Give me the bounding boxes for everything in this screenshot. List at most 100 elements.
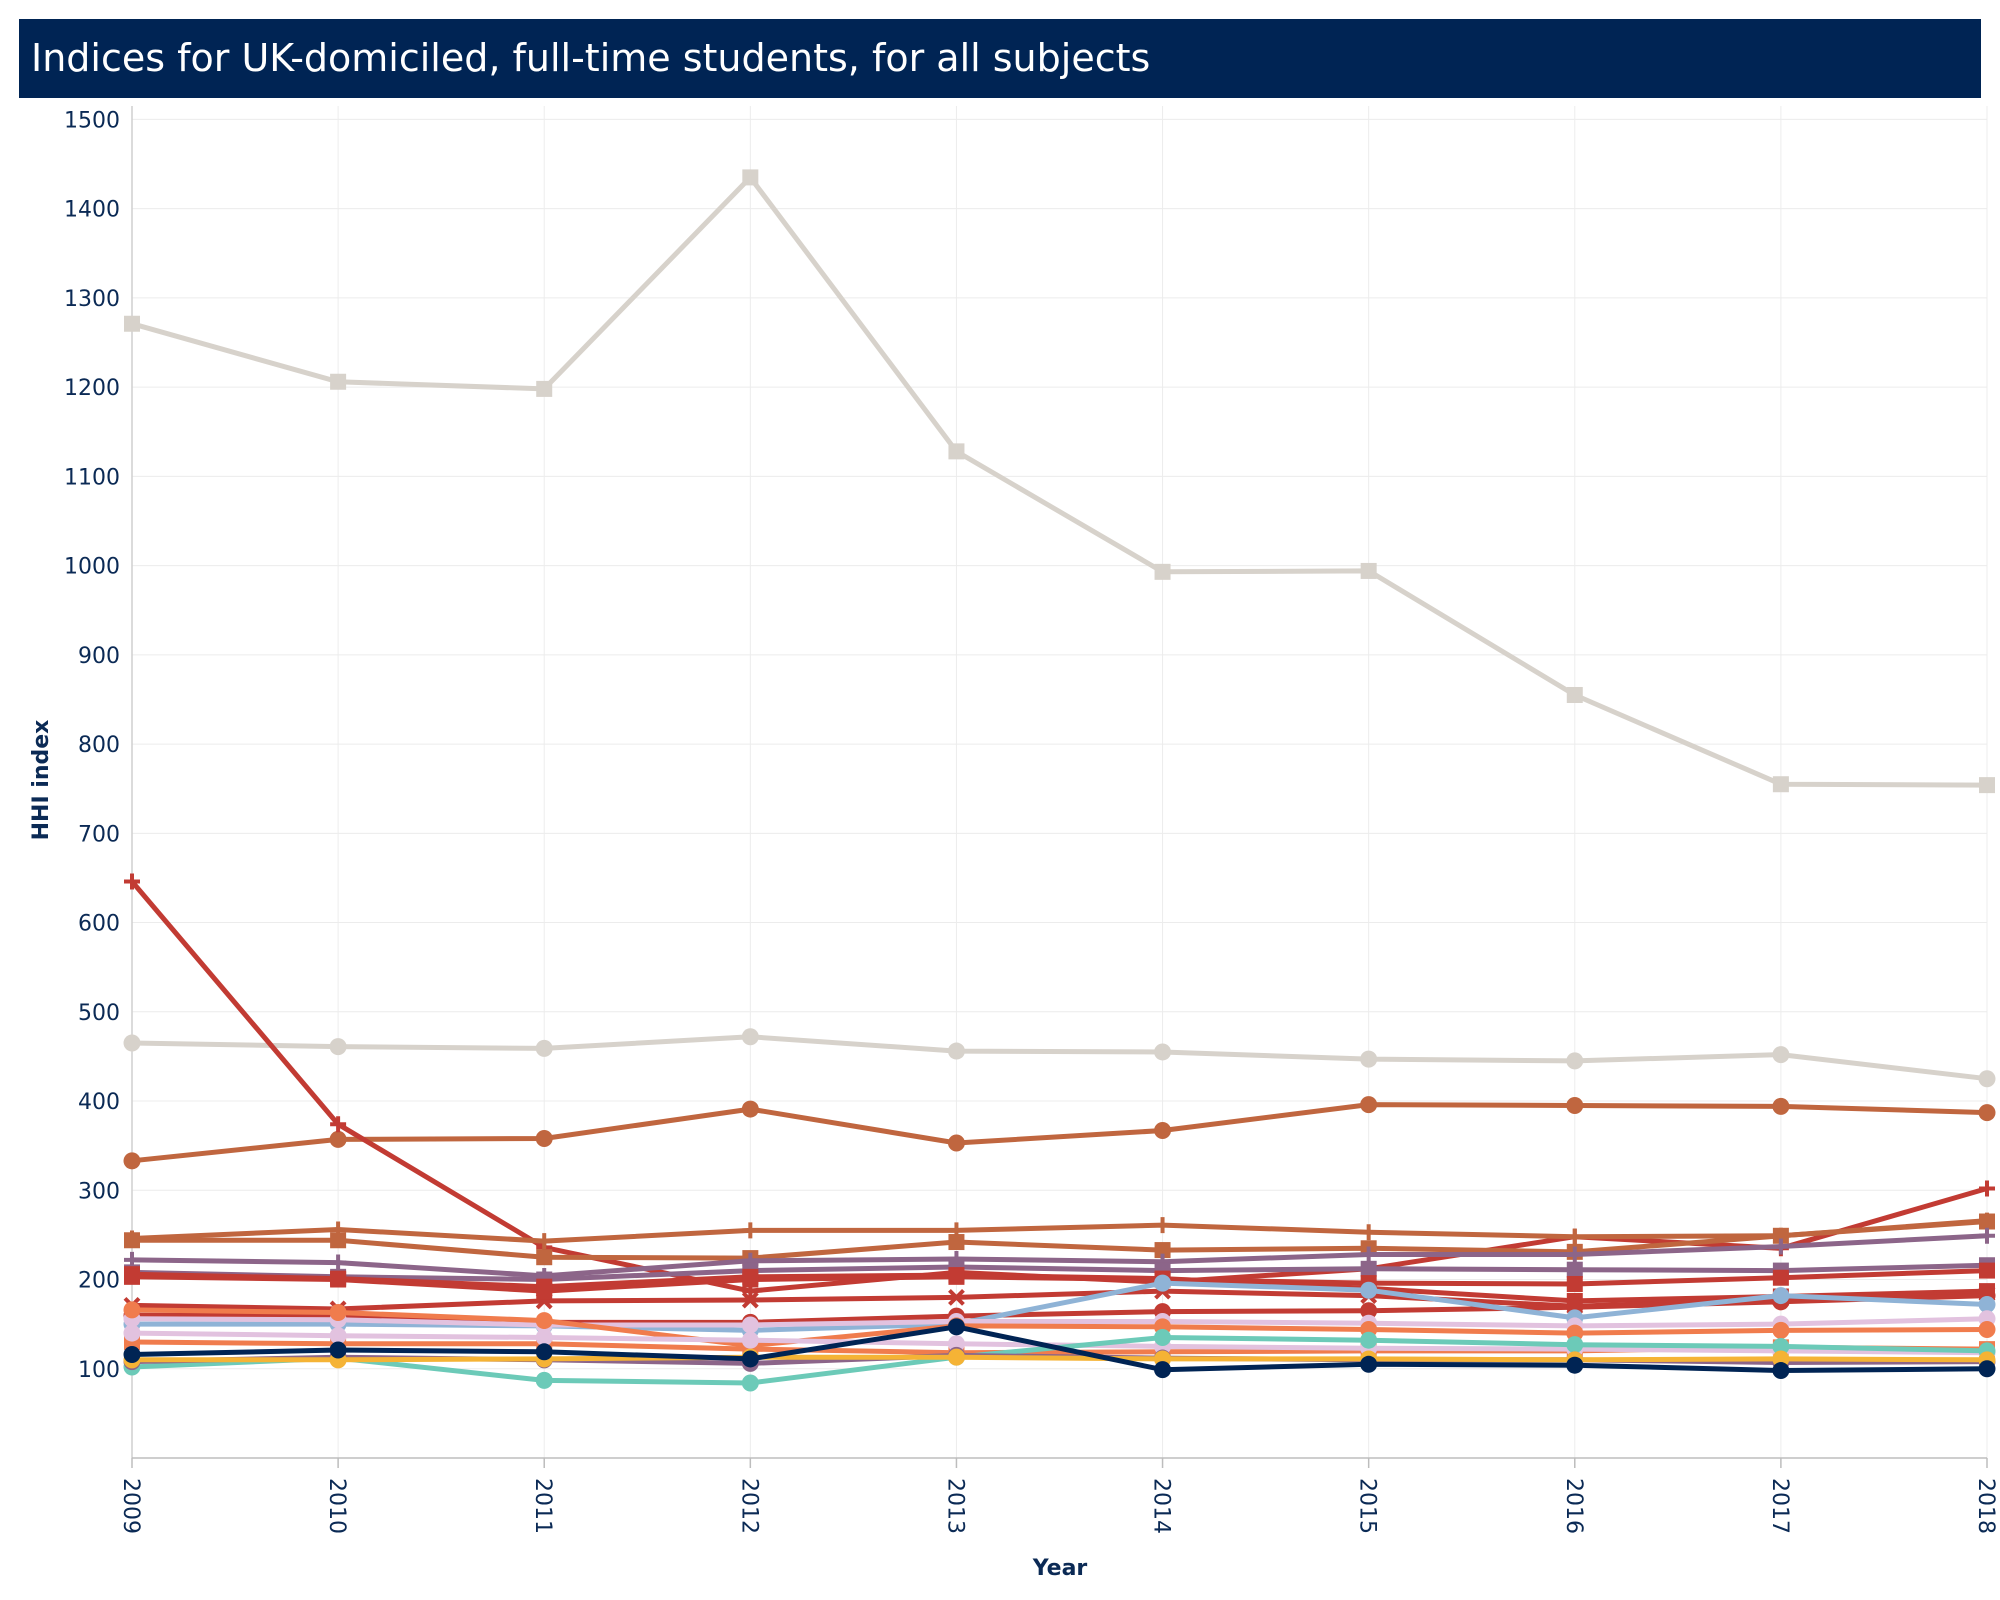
y-tick-label: 800 [78, 733, 120, 758]
data-point [1979, 1227, 1995, 1244]
y-tick-label: 700 [78, 822, 120, 847]
y-tick-label: 500 [78, 1001, 120, 1026]
series-21 [123, 1318, 1996, 1380]
series-line [129, 1316, 1990, 1329]
x-tick-label: 2016 [1561, 1478, 1586, 1534]
y-tick-label: 1100 [64, 465, 120, 490]
data-point [329, 1341, 347, 1359]
axes: 100 200 300 400 500 600 700 800 900 1000 1100 1200 1… [64, 106, 1998, 1534]
series-6 [124, 1213, 1995, 1267]
data-point [1772, 1362, 1790, 1380]
y-axis-title: HHI index [29, 720, 54, 841]
data-point [1154, 1043, 1172, 1061]
data-point [1154, 1217, 1171, 1234]
y-tick-label: 200 [78, 1269, 120, 1294]
data-point [948, 1268, 965, 1285]
data-point [123, 1152, 141, 1170]
x-tick-label: 2015 [1355, 1478, 1380, 1534]
data-point [1979, 1213, 1995, 1230]
data-point [123, 1345, 141, 1363]
x-tick-label: 2018 [1973, 1478, 1998, 1534]
series-line [129, 1233, 1990, 1279]
data-point [947, 1348, 965, 1366]
data-point [1772, 1238, 1789, 1255]
data-point [947, 1042, 965, 1060]
x-tick-label: 2012 [736, 1478, 761, 1534]
data-point [1360, 1246, 1377, 1263]
y-tick-label: 600 [78, 912, 120, 937]
data-point [1360, 1224, 1377, 1241]
series-line [129, 1262, 1990, 1282]
y-tick-label: 300 [78, 1179, 120, 1204]
data-point [1360, 1331, 1378, 1349]
data-point [1566, 1275, 1583, 1292]
data-point [1978, 1296, 1996, 1314]
data-point [1772, 1287, 1790, 1305]
data-point [536, 1249, 553, 1266]
data-point [329, 1130, 347, 1148]
data-point [330, 1232, 347, 1249]
data-point [947, 1318, 965, 1336]
data-point [741, 1374, 759, 1392]
series-line [129, 174, 1990, 788]
series-layer [123, 169, 1996, 1392]
data-point [1978, 1320, 1996, 1338]
data-point [1566, 1228, 1583, 1245]
y-tick-label: 100 [78, 1358, 120, 1383]
data-point [535, 1371, 553, 1389]
data-point [330, 1116, 347, 1133]
data-point [1772, 1097, 1790, 1115]
x-tick-label: 2010 [324, 1478, 349, 1534]
data-point [1566, 1336, 1584, 1354]
data-point [1154, 1361, 1172, 1379]
data-point [535, 1039, 553, 1057]
data-point [1566, 1246, 1583, 1263]
series-line [129, 1288, 1990, 1312]
y-tick-label: 1300 [64, 287, 120, 312]
data-point [330, 373, 347, 390]
series-12 [124, 1262, 1995, 1300]
data-point [123, 1034, 141, 1052]
series-line [129, 1102, 1990, 1164]
data-point [1772, 1227, 1789, 1244]
data-point [535, 1343, 553, 1361]
data-point [741, 1028, 759, 1046]
data-point [1360, 1050, 1378, 1068]
x-axis-title: Year [1032, 1556, 1088, 1581]
data-point [1566, 1096, 1584, 1114]
data-point [124, 1268, 140, 1285]
data-point [741, 1331, 759, 1349]
series-line [129, 1354, 1990, 1363]
x-tick-label: 2013 [942, 1478, 967, 1534]
data-point [1154, 1242, 1171, 1259]
data-point [948, 1288, 965, 1306]
data-point [1154, 563, 1171, 580]
data-point [947, 1134, 965, 1152]
x-tick-label: 2014 [1149, 1478, 1174, 1534]
data-point [535, 1130, 553, 1148]
data-point [1360, 1260, 1377, 1277]
chart-title-bar: Indices for UK-domiciled, full-time stud… [19, 19, 1981, 98]
x-tick-label: 2009 [118, 1478, 143, 1534]
data-point [536, 1283, 553, 1300]
series-line [129, 1280, 1990, 1333]
series-2 [123, 1028, 1996, 1088]
data-point [1154, 1274, 1172, 1292]
data-point [1566, 1356, 1584, 1374]
data-point [124, 1232, 140, 1249]
data-point [536, 1233, 553, 1250]
x-tick-label: 2011 [530, 1478, 555, 1534]
series-line [129, 1268, 1990, 1294]
series-line [129, 1034, 1990, 1082]
data-point [329, 1327, 347, 1345]
y-tick-label: 900 [78, 644, 120, 669]
data-point [1978, 1104, 1996, 1122]
series-line [129, 1218, 1990, 1244]
data-point [1772, 1321, 1790, 1339]
data-point [1978, 1360, 1996, 1378]
data-point [1360, 1281, 1378, 1299]
series-line [129, 1324, 1990, 1373]
data-point [330, 1271, 347, 1288]
data-point [948, 1234, 965, 1251]
